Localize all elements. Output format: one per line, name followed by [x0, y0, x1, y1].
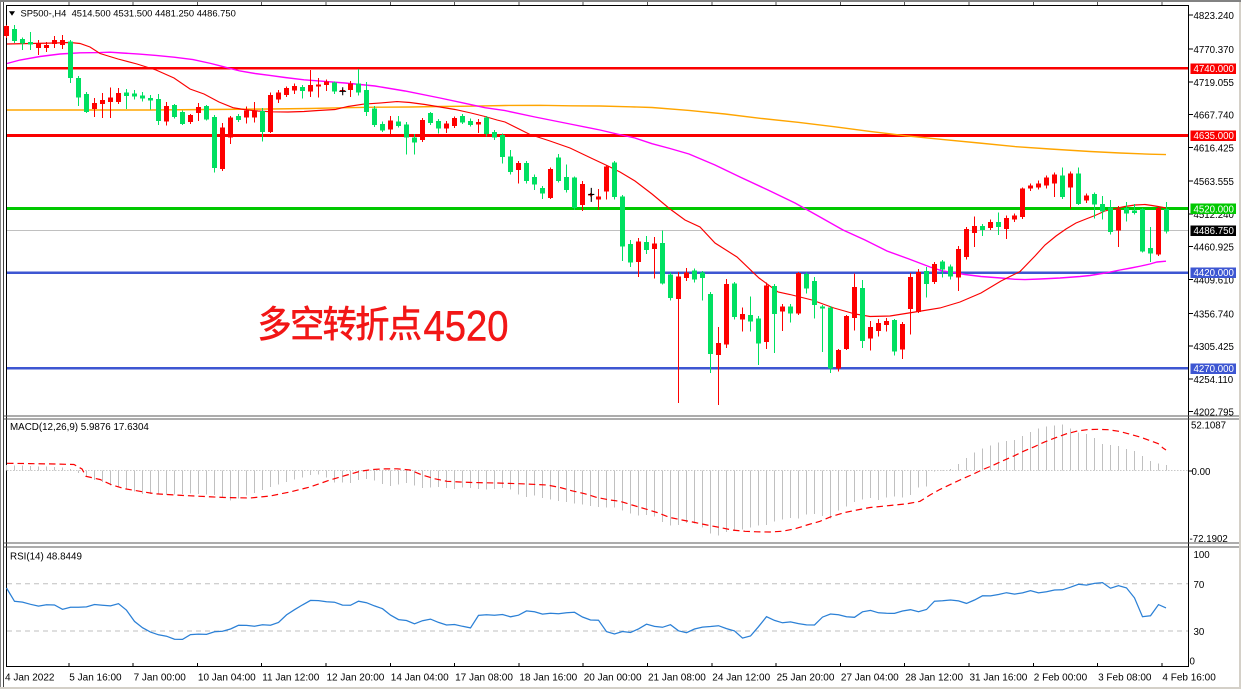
svg-text:4202.795: 4202.795 [1194, 408, 1234, 419]
svg-text:4823.240: 4823.240 [1194, 11, 1235, 22]
svg-text:SP500-,H4 4514.500 4531.500 4: SP500-,H4 4514.500 4531.500 4481.250 448… [21, 8, 236, 19]
svg-text:28 Jan 12:00: 28 Jan 12:00 [905, 672, 963, 683]
svg-text:14 Jan 04:00: 14 Jan 04:00 [391, 672, 449, 683]
svg-text:3 Feb 08:00: 3 Feb 08:00 [1098, 672, 1152, 683]
svg-text:-72.1902: -72.1902 [1190, 534, 1228, 545]
svg-text:4356.740: 4356.740 [1194, 309, 1235, 320]
svg-text:21 Jan 08:00: 21 Jan 08:00 [648, 672, 706, 683]
svg-text:4512.240: 4512.240 [1194, 210, 1235, 221]
svg-text:18 Jan 16:00: 18 Jan 16:00 [519, 672, 577, 683]
svg-text:25 Jan 20:00: 25 Jan 20:00 [777, 672, 835, 683]
svg-text:4520.000: 4520.000 [1194, 204, 1235, 215]
svg-text:4270.000: 4270.000 [1194, 364, 1235, 375]
svg-text:11 Jan 12:00: 11 Jan 12:00 [262, 672, 320, 683]
svg-text:4 Jan 2022: 4 Jan 2022 [5, 672, 55, 683]
svg-text:4520: 4520 [424, 303, 509, 351]
svg-text:4486.750: 4486.750 [1194, 226, 1235, 237]
svg-text:4 Feb 16:00: 4 Feb 16:00 [1162, 672, 1216, 683]
svg-text:17 Jan 08:00: 17 Jan 08:00 [455, 672, 513, 683]
svg-text:20 Jan 00:00: 20 Jan 00:00 [584, 672, 642, 683]
svg-text:12 Jan 20:00: 12 Jan 20:00 [327, 672, 385, 683]
svg-text:4460.925: 4460.925 [1194, 243, 1234, 254]
svg-text:4254.110: 4254.110 [1194, 375, 1234, 386]
svg-text:2 Feb 00:00: 2 Feb 00:00 [1034, 672, 1088, 683]
svg-text:5 Jan 16:00: 5 Jan 16:00 [69, 672, 122, 683]
svg-text:4770.370: 4770.370 [1194, 45, 1235, 56]
svg-text:4420.000: 4420.000 [1194, 268, 1235, 279]
svg-text:4667.740: 4667.740 [1194, 111, 1235, 122]
svg-text:24 Jan 12:00: 24 Jan 12:00 [712, 672, 770, 683]
svg-text:30: 30 [1194, 627, 1205, 638]
svg-text:4409.610: 4409.610 [1194, 276, 1235, 287]
svg-text:RSI(14) 48.8449: RSI(14) 48.8449 [10, 552, 82, 563]
svg-text:0: 0 [1190, 657, 1196, 668]
svg-text:4635.000: 4635.000 [1194, 131, 1235, 142]
svg-text:100: 100 [1194, 550, 1211, 561]
svg-text:27 Jan 04:00: 27 Jan 04:00 [841, 672, 899, 683]
svg-text:10 Jan 04:00: 10 Jan 04:00 [198, 672, 256, 683]
svg-text:4740.000: 4740.000 [1194, 64, 1235, 75]
svg-text:31 Jan 16:00: 31 Jan 16:00 [970, 672, 1028, 683]
svg-text:MACD(12,26,9) 5.9876 17.6304: MACD(12,26,9) 5.9876 17.6304 [10, 422, 149, 433]
svg-text:52.1087: 52.1087 [1191, 421, 1226, 432]
svg-text:0.00: 0.00 [1192, 467, 1211, 478]
svg-text:7 Jan 00:00: 7 Jan 00:00 [134, 672, 187, 683]
svg-text:4563.555: 4563.555 [1194, 177, 1234, 188]
svg-text:70: 70 [1194, 580, 1205, 591]
svg-text:4616.425: 4616.425 [1194, 143, 1234, 154]
svg-text:4305.425: 4305.425 [1194, 342, 1234, 353]
svg-text:4719.055: 4719.055 [1194, 78, 1234, 89]
